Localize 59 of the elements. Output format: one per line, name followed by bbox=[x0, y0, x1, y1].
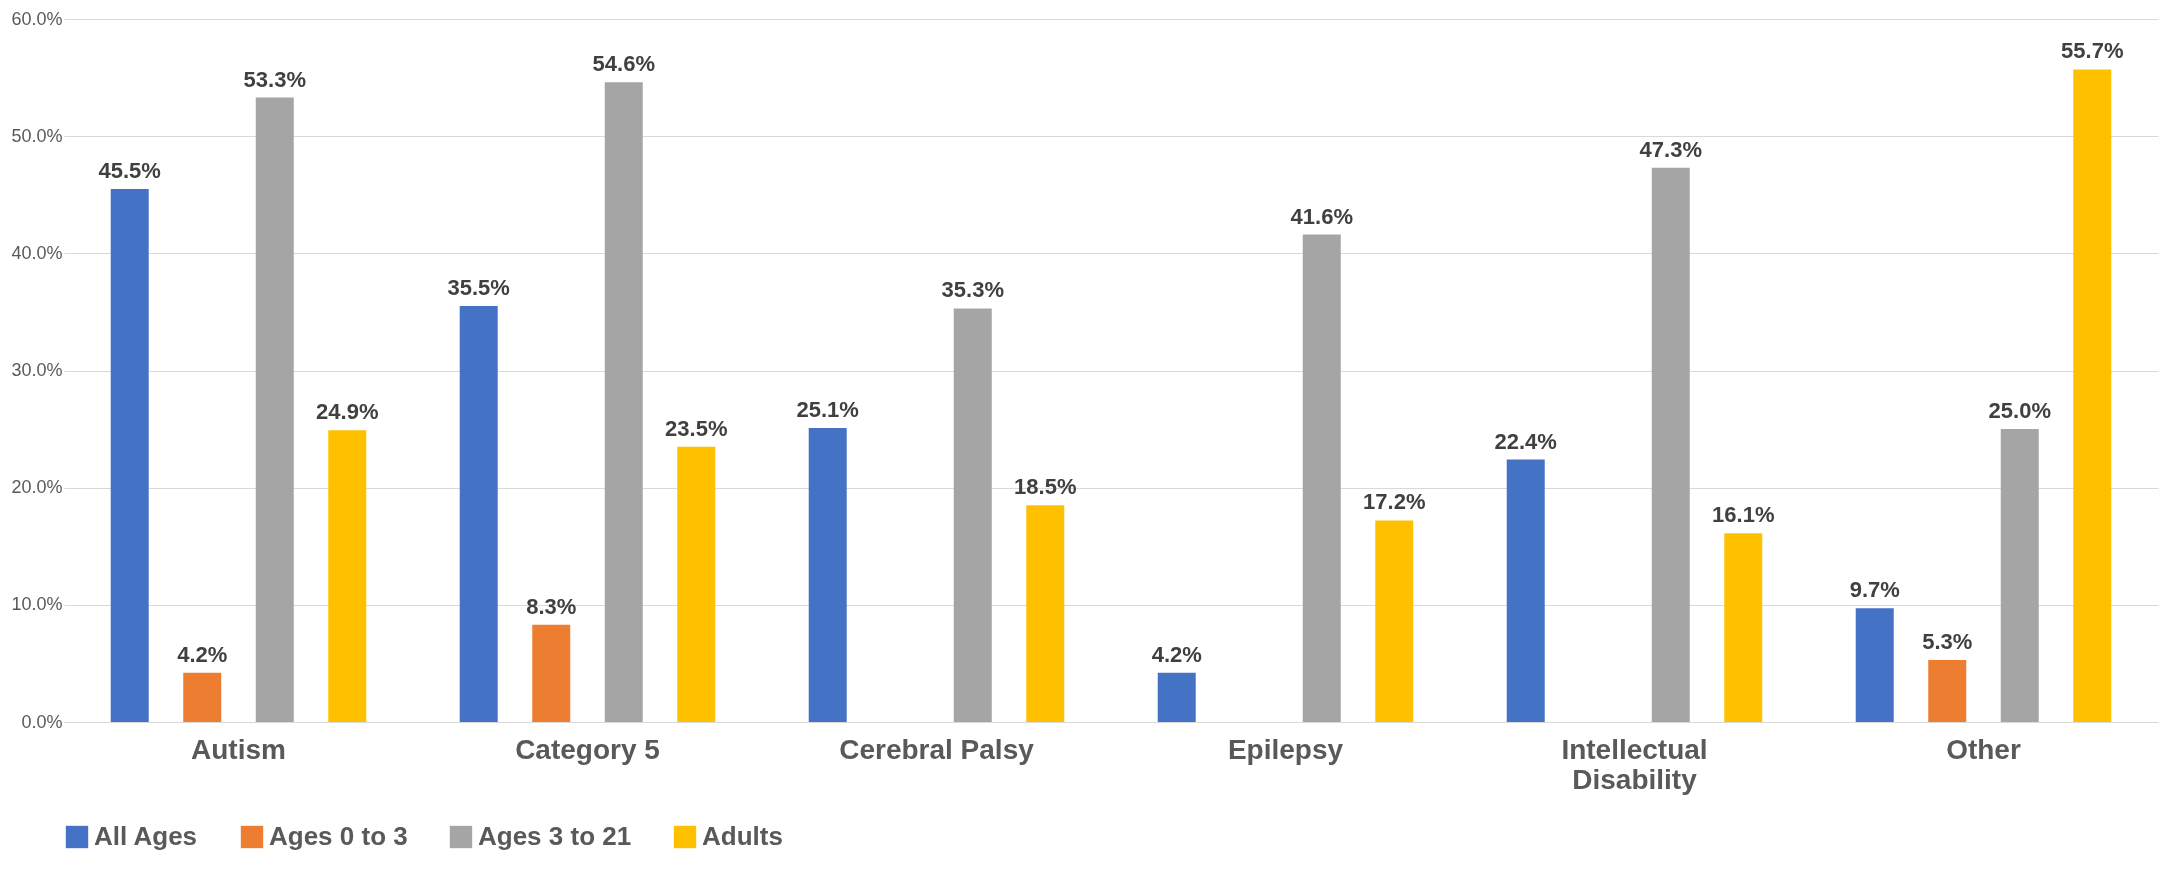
x-tick-label: Other bbox=[1946, 733, 2021, 765]
data-label: 45.5% bbox=[98, 157, 161, 183]
bar bbox=[532, 624, 571, 722]
data-label: 55.7% bbox=[2061, 38, 2124, 64]
bar bbox=[2073, 69, 2112, 722]
data-label: 23.5% bbox=[665, 415, 728, 441]
data-label: 25.0% bbox=[1988, 398, 2051, 424]
data-label: 41.6% bbox=[1290, 203, 1353, 229]
bar bbox=[110, 188, 149, 722]
bar bbox=[183, 672, 222, 722]
bar bbox=[1302, 234, 1341, 722]
data-label: 4.2% bbox=[1151, 641, 1202, 667]
bar bbox=[328, 430, 367, 722]
data-label: 47.3% bbox=[1639, 136, 1702, 162]
bar bbox=[459, 306, 498, 722]
bar bbox=[1928, 659, 1967, 722]
data-label: 24.9% bbox=[316, 399, 379, 425]
legend-label: Adults bbox=[702, 821, 783, 851]
bar bbox=[1375, 520, 1414, 722]
data-label: 35.5% bbox=[447, 275, 510, 301]
y-tick-label: 50.0% bbox=[11, 125, 63, 146]
bar bbox=[1506, 459, 1545, 722]
x-tick-label: Epilepsy bbox=[1227, 733, 1344, 765]
y-tick-label: 30.0% bbox=[11, 360, 63, 380]
y-tick-label: 20.0% bbox=[11, 477, 63, 498]
data-label: 16.1% bbox=[1712, 502, 1775, 528]
x-tick-label: Autism bbox=[191, 733, 286, 765]
data-label: 53.3% bbox=[243, 66, 306, 92]
data-label: 22.4% bbox=[1494, 428, 1557, 454]
data-label: 5.3% bbox=[1922, 628, 1973, 654]
data-label: 9.7% bbox=[1849, 577, 1900, 603]
x-tick-label: Cerebral Palsy bbox=[839, 733, 1035, 765]
legend-label: Ages 3 to 21 bbox=[478, 821, 632, 851]
data-label: 18.5% bbox=[1014, 474, 1077, 500]
data-label: 17.2% bbox=[1363, 489, 1426, 515]
bar bbox=[255, 97, 294, 722]
x-tick-label: Category 5 bbox=[515, 733, 660, 765]
bar bbox=[1026, 505, 1065, 722]
bar bbox=[1157, 672, 1196, 722]
y-tick-label: 0.0% bbox=[21, 711, 63, 732]
legend-label: Ages 0 to 3 bbox=[269, 821, 408, 851]
bar bbox=[604, 82, 643, 722]
data-label: 8.3% bbox=[526, 593, 577, 619]
data-label: 25.1% bbox=[796, 396, 859, 422]
y-tick-label: 10.0% bbox=[11, 594, 63, 615]
data-label: 54.6% bbox=[592, 51, 655, 77]
bar bbox=[1855, 608, 1894, 722]
data-label: 35.3% bbox=[941, 277, 1004, 303]
bar bbox=[1651, 167, 1690, 722]
data-label: 4.2% bbox=[177, 641, 228, 667]
bar bbox=[2000, 429, 2039, 722]
bar bbox=[953, 308, 992, 722]
y-tick-label: 60.0% bbox=[11, 8, 63, 29]
y-tick-label: 40.0% bbox=[11, 242, 63, 263]
bar bbox=[808, 427, 847, 722]
bar bbox=[677, 446, 716, 722]
legend-label: All Ages bbox=[94, 821, 198, 851]
bar bbox=[1724, 533, 1763, 722]
x-tick-label: Intellectual Disability bbox=[1561, 733, 1708, 795]
